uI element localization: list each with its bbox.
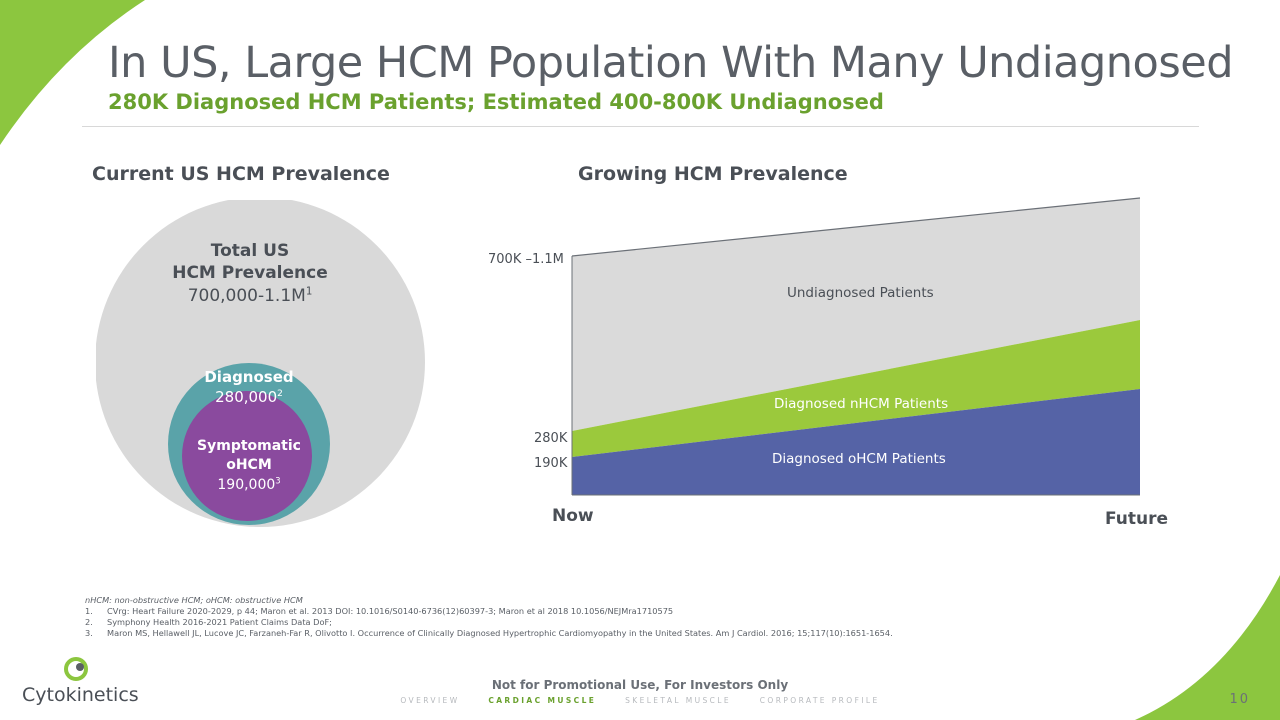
footnote-abbreviations: nHCM: non-obstructive HCM; oHCM: obstruc…: [85, 595, 303, 605]
section-nav: OVERVIEW CARDIAC MUSCLE SKELETAL MUSCLE …: [0, 696, 1280, 705]
total-value: 700,000-1.1M: [187, 286, 306, 306]
footnote-1-text: CVrg: Heart Failure 2020-2029, p 44; Mar…: [107, 606, 674, 616]
footnote-2-text: Symphony Health 2016-2021 Patient Claims…: [107, 617, 332, 627]
total-label-line2: HCM Prevalence: [172, 263, 328, 283]
footnote-2: 2. Symphony Health 2016-2021 Patient Clai…: [85, 617, 332, 627]
cytokinetics-logo-icon: [64, 657, 88, 681]
disclaimer: Not for Promotional Use, For Investors O…: [491, 678, 789, 692]
undiagnosed-area: [572, 198, 1140, 431]
diagnosed-title: Diagnosed: [204, 368, 294, 386]
nav-skeletal-muscle[interactable]: SKELETAL MUSCLE: [625, 696, 731, 705]
corner-accent-bottom-right: [1135, 575, 1280, 720]
undiagnosed-region-label: Undiagnosed Patients: [787, 285, 934, 301]
total-value-line: 700,000-1.1M1: [150, 284, 350, 308]
page-number: 10: [1229, 692, 1250, 707]
corner-accent-top-left: [0, 0, 145, 145]
footnote-1: 1. CVrg: Heart Failure 2020-2029, p 44; M…: [85, 606, 673, 616]
right-panel-heading: Growing HCM Prevalence: [578, 163, 848, 185]
nhcm-region-label: Diagnosed nHCM Patients: [774, 396, 949, 412]
nav-corporate-profile[interactable]: CORPORATE PROFILE: [759, 696, 880, 705]
symptomatic-circle: [182, 391, 312, 521]
symptomatic-line1: Symptomatic: [197, 438, 301, 454]
footnote-1-num: 1.: [85, 606, 93, 616]
footnote-3-text: Maron MS, Hellawell JL, Lucove JC, Farza…: [107, 628, 893, 638]
nav-overview[interactable]: OVERVIEW: [400, 696, 460, 705]
prevalence-area-chart: [571, 197, 1141, 496]
y-tick-top: 700K –1.1M: [488, 252, 564, 267]
cytokinetics-logo-text: Cytokinetics: [22, 684, 139, 706]
symptomatic-label: Symptomatic oHCM 190,0003: [177, 437, 321, 495]
nav-cardiac-muscle[interactable]: CARDIAC MUSCLE: [488, 696, 597, 705]
symptomatic-value: 190,000: [217, 477, 276, 493]
symptomatic-value-line: 190,0003: [177, 475, 321, 495]
prevalence-circles: [96, 200, 425, 527]
footnote-2-num: 2.: [85, 617, 93, 627]
nhcm-area: [572, 320, 1140, 457]
y-tick-190k: 190K: [534, 456, 568, 471]
page-subtitle: 280K Diagnosed HCM Patients; Estimated 4…: [108, 90, 884, 114]
left-panel-heading: Current US HCM Prevalence: [92, 163, 390, 185]
symptomatic-line2: oHCM: [226, 457, 272, 473]
symptomatic-ref: 3: [275, 475, 281, 486]
total-prevalence-top-line: [571, 197, 1141, 257]
ohcm-region-label: Diagnosed oHCM Patients: [772, 451, 946, 467]
x-label-now: Now: [552, 506, 594, 526]
total-ref: 1: [305, 286, 313, 298]
x-label-future: Future: [1105, 509, 1169, 529]
ohcm-area: [572, 389, 1140, 495]
total-label-line1: Total US: [210, 241, 290, 261]
footnote-3-num: 3.: [85, 628, 93, 638]
diagnosed-ref: 2: [277, 389, 283, 399]
total-prevalence-label: Total US HCM Prevalence 700,000-1.1M1: [150, 240, 350, 308]
page-title: In US, Large HCM Population With Many Un…: [108, 38, 1234, 88]
diagnosed-value-line: 280,0002: [179, 387, 319, 407]
header-divider: [82, 126, 1199, 127]
diagnosed-value: 280,000: [215, 388, 278, 406]
y-tick-280k: 280K: [534, 431, 568, 446]
footnote-3: 3. Maron MS, Hellawell JL, Lucove JC, Far…: [85, 628, 893, 638]
diagnosed-label: Diagnosed 280,0002: [179, 367, 319, 407]
